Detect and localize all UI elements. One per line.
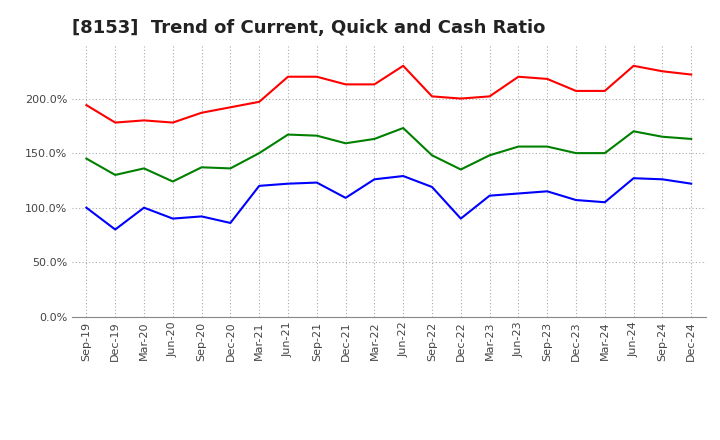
Quick Ratio	[687, 136, 696, 142]
Current Ratio	[629, 63, 638, 69]
Quick Ratio	[341, 141, 350, 146]
Quick Ratio	[168, 179, 177, 184]
Current Ratio	[600, 88, 609, 94]
Current Ratio	[168, 120, 177, 125]
Quick Ratio	[572, 150, 580, 156]
Current Ratio	[572, 88, 580, 94]
Quick Ratio	[111, 172, 120, 178]
Quick Ratio	[658, 134, 667, 139]
Current Ratio	[514, 74, 523, 79]
Cash Ratio	[82, 205, 91, 210]
Current Ratio	[428, 94, 436, 99]
Quick Ratio	[370, 136, 379, 142]
Cash Ratio	[485, 193, 494, 198]
Line: Current Ratio: Current Ratio	[86, 66, 691, 123]
Current Ratio	[543, 76, 552, 81]
Current Ratio	[341, 82, 350, 87]
Quick Ratio	[399, 125, 408, 131]
Current Ratio	[255, 99, 264, 104]
Quick Ratio	[428, 153, 436, 158]
Cash Ratio	[168, 216, 177, 221]
Cash Ratio	[572, 198, 580, 203]
Cash Ratio	[111, 227, 120, 232]
Quick Ratio	[514, 144, 523, 149]
Quick Ratio	[600, 150, 609, 156]
Cash Ratio	[428, 184, 436, 190]
Quick Ratio	[284, 132, 292, 137]
Current Ratio	[82, 103, 91, 108]
Current Ratio	[370, 82, 379, 87]
Cash Ratio	[456, 216, 465, 221]
Current Ratio	[687, 72, 696, 77]
Text: [8153]  Trend of Current, Quick and Cash Ratio: [8153] Trend of Current, Quick and Cash …	[72, 19, 545, 37]
Cash Ratio	[687, 181, 696, 186]
Quick Ratio	[82, 156, 91, 161]
Current Ratio	[197, 110, 206, 115]
Cash Ratio	[140, 205, 148, 210]
Quick Ratio	[197, 165, 206, 170]
Cash Ratio	[600, 200, 609, 205]
Cash Ratio	[284, 181, 292, 186]
Current Ratio	[312, 74, 321, 79]
Cash Ratio	[197, 214, 206, 219]
Quick Ratio	[543, 144, 552, 149]
Current Ratio	[456, 96, 465, 101]
Quick Ratio	[255, 150, 264, 156]
Current Ratio	[485, 94, 494, 99]
Quick Ratio	[485, 153, 494, 158]
Line: Cash Ratio: Cash Ratio	[86, 176, 691, 230]
Cash Ratio	[255, 183, 264, 188]
Current Ratio	[399, 63, 408, 69]
Cash Ratio	[312, 180, 321, 185]
Cash Ratio	[226, 220, 235, 226]
Cash Ratio	[514, 191, 523, 196]
Cash Ratio	[629, 176, 638, 181]
Current Ratio	[140, 118, 148, 123]
Current Ratio	[111, 120, 120, 125]
Quick Ratio	[226, 166, 235, 171]
Cash Ratio	[543, 189, 552, 194]
Quick Ratio	[312, 133, 321, 138]
Cash Ratio	[658, 177, 667, 182]
Quick Ratio	[456, 167, 465, 172]
Cash Ratio	[341, 195, 350, 201]
Cash Ratio	[399, 173, 408, 179]
Quick Ratio	[140, 166, 148, 171]
Current Ratio	[658, 69, 667, 74]
Current Ratio	[226, 105, 235, 110]
Cash Ratio	[370, 177, 379, 182]
Line: Quick Ratio: Quick Ratio	[86, 128, 691, 181]
Current Ratio	[284, 74, 292, 79]
Quick Ratio	[629, 128, 638, 134]
